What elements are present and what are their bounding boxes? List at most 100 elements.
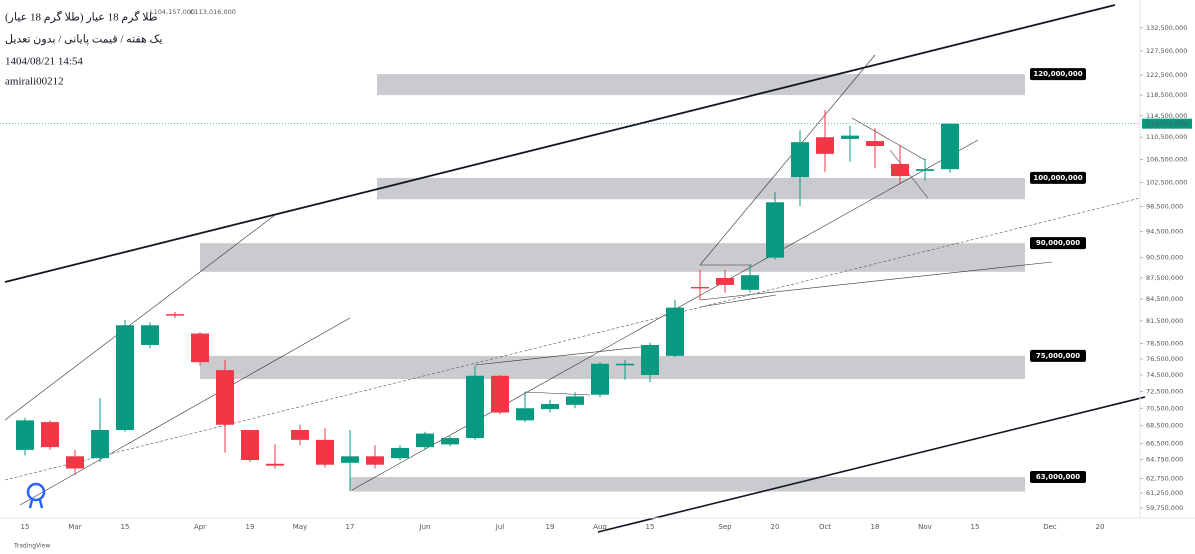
y-tick-label: 81,500,000 xyxy=(1146,317,1183,325)
candles xyxy=(16,110,959,491)
candle-body xyxy=(566,396,584,405)
candle-body xyxy=(341,456,359,463)
candle-body xyxy=(616,363,634,366)
x-tick-label: 18 xyxy=(871,523,880,531)
y-tick-label: 98,500,000 xyxy=(1146,203,1183,211)
author: amirali00212 xyxy=(5,76,64,88)
y-tick-label: 106,500,000 xyxy=(1146,155,1187,163)
zone-label: 90,000,000 xyxy=(1036,239,1080,247)
candle-body xyxy=(766,202,784,258)
zone xyxy=(350,477,1025,492)
candle-body xyxy=(141,325,159,345)
candle-body xyxy=(691,287,709,289)
trendline xyxy=(597,396,1146,533)
last-price-box xyxy=(1142,118,1192,129)
candle-body xyxy=(316,439,334,465)
y-tick-label: 64,750,000 xyxy=(1146,456,1183,464)
candle-body xyxy=(841,135,859,139)
y-tick-label: 70,500,000 xyxy=(1146,404,1183,412)
candle-body xyxy=(941,123,959,170)
zone xyxy=(200,355,1025,380)
y-tick-label: 132,500,000 xyxy=(1146,24,1187,32)
y-tick-label: 118,500,000 xyxy=(1146,91,1187,99)
candle-body xyxy=(516,408,534,421)
x-tick-label: 15 xyxy=(646,523,655,531)
x-tick-label: 20 xyxy=(771,523,780,531)
candle-body xyxy=(91,430,109,459)
candle-body xyxy=(16,420,34,450)
ohlc-low: L104,157,000 xyxy=(150,8,195,16)
x-tick-label: Aug xyxy=(593,523,607,531)
zone-label: 120,000,000 xyxy=(1033,70,1082,78)
x-tick-label: 15 xyxy=(21,523,30,531)
zone-label: 100,000,000 xyxy=(1033,174,1082,182)
zone-label-box xyxy=(1030,68,1086,81)
x-tick-label: 20 xyxy=(1096,523,1105,531)
candle-body xyxy=(466,375,484,439)
zones: 120,000,000 100,000,000 90,000,000 75,000,0… xyxy=(200,68,1086,492)
x-tick-label: Mar xyxy=(68,523,81,531)
candle-body xyxy=(241,430,259,461)
y-tick-label: 78,500,000 xyxy=(1146,339,1183,347)
axes: 132,500,000 127,500,000 122,500,000 118,500… xyxy=(0,0,1195,531)
candle-body xyxy=(491,375,509,413)
y-tick-label: 127,500,000 xyxy=(1146,47,1187,55)
zone xyxy=(377,177,1025,200)
x-tick-label: Oct xyxy=(819,523,831,531)
x-tick-label: 15 xyxy=(971,523,980,531)
title: طلا گرم 18 عیار (طلا گرم 18 عیار) xyxy=(5,11,158,24)
trendline xyxy=(4,4,1116,283)
x-tick-label: Apr xyxy=(194,523,206,531)
y-tick-label: 94,500,000 xyxy=(1146,228,1183,236)
y-tick-label: 102,500,000 xyxy=(1146,179,1187,187)
y-tick-label: 66,500,000 xyxy=(1146,439,1183,447)
y-tick-label: 61,250,000 xyxy=(1146,489,1183,497)
candle-body xyxy=(791,142,809,178)
y-tick-label: 59,750,000 xyxy=(1146,504,1183,512)
y-tick-label: 84,500,000 xyxy=(1146,295,1183,303)
x-tick-label: May xyxy=(293,523,307,531)
candle-body xyxy=(916,169,934,171)
zone-label-box xyxy=(1030,471,1086,484)
candle-body xyxy=(541,403,559,410)
candle-body xyxy=(641,344,659,375)
trendlines xyxy=(4,4,1146,533)
branding: TradingView xyxy=(13,543,50,550)
candle-body xyxy=(866,141,884,147)
candle-body xyxy=(191,333,209,363)
last-price-label: 113,016,000 xyxy=(1146,120,1187,128)
x-tick-label: Nov xyxy=(918,523,932,531)
candle-body xyxy=(41,422,59,448)
candle-body xyxy=(166,314,184,316)
candle-body xyxy=(216,370,234,425)
candle-body xyxy=(266,463,284,466)
candle-body xyxy=(366,456,384,465)
trendline xyxy=(4,214,276,421)
trendline xyxy=(851,117,926,161)
tv-logo xyxy=(26,482,46,509)
candle-body xyxy=(416,433,434,448)
date-text: 1404/08/21 14:54 xyxy=(5,56,83,68)
y-tick-label: 72,500,000 xyxy=(1146,387,1183,395)
candle-body xyxy=(816,137,834,154)
x-tick-label: Jun xyxy=(419,523,431,531)
trendline xyxy=(474,345,651,366)
zone-label-box xyxy=(1030,237,1086,250)
y-tick-label: 90,500,000 xyxy=(1146,254,1183,262)
zone xyxy=(377,74,1025,96)
candle-body xyxy=(741,275,759,290)
trendline xyxy=(699,54,876,266)
zone-label: 75,000,000 xyxy=(1036,352,1080,360)
y-tick-label: 74,500,000 xyxy=(1146,371,1183,379)
x-tick-label: Sep xyxy=(718,523,732,531)
zone-label-box xyxy=(1030,349,1086,362)
y-tick-label: 122,500,000 xyxy=(1146,71,1187,79)
zone-label: 63,000,000 xyxy=(1036,473,1080,481)
candle-body xyxy=(291,430,309,440)
zone xyxy=(200,243,1025,272)
trendline xyxy=(351,139,979,491)
x-tick-label: Jul xyxy=(495,523,505,531)
candle-body xyxy=(666,307,684,356)
subtitle: یک هفته / قیمت پایانی / بدون تعدیل xyxy=(5,34,162,46)
